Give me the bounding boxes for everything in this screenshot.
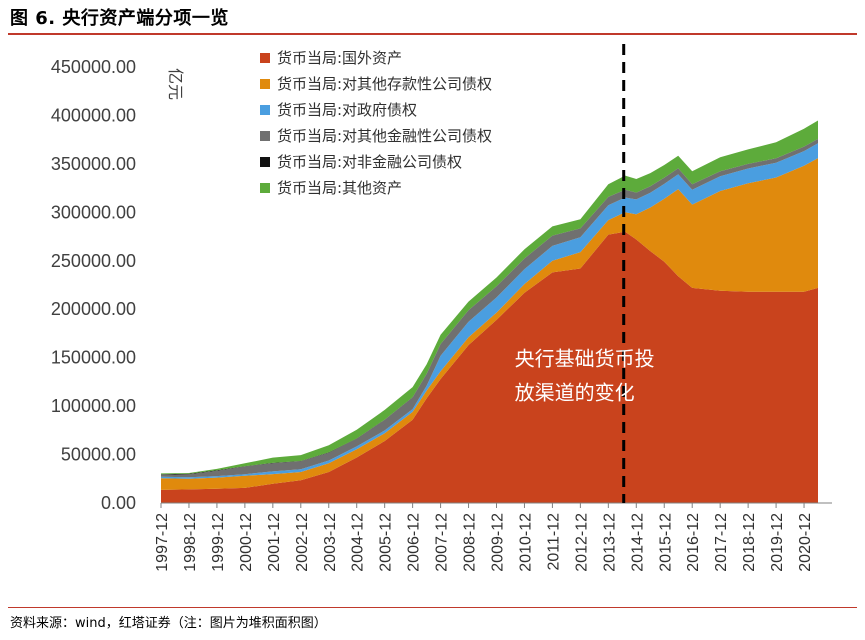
x-tick-label: 2001-12 [266, 513, 283, 572]
x-tick-label: 2017-12 [713, 513, 730, 572]
x-tick-label: 2012-12 [573, 513, 590, 572]
legend-entry: 货币当局:其他资产 [277, 179, 402, 197]
y-tick-label: 300000.00 [51, 202, 136, 222]
legend-entry: 货币当局:对其他存款性公司债权 [277, 75, 492, 93]
legend-entry: 货币当局:国外资产 [277, 49, 402, 67]
x-tick-label: 2014-12 [629, 513, 646, 572]
y-tick-label: 150000.00 [51, 348, 136, 368]
x-tick-label: 2007-12 [434, 513, 451, 572]
x-tick-label: 2011-12 [545, 513, 562, 571]
x-tick-label: 2016-12 [685, 513, 702, 572]
x-tick-label: 2006-12 [406, 513, 423, 572]
y-tick-label: 400000.00 [51, 105, 136, 125]
x-tick-label: 1998-12 [182, 513, 199, 572]
y-tick-label: 50000.00 [61, 445, 136, 465]
x-tick-label: 2008-12 [462, 513, 479, 572]
y-tick-label: 200000.00 [51, 299, 136, 319]
axes: 0.00 50000.00 100000.00 150000.00 200000.00 2… [51, 57, 832, 572]
figure-title: 图 6. 央行资产端分项一览 [10, 8, 229, 29]
y-tick-label: 250000.00 [51, 251, 136, 271]
x-tick-label: 1997-12 [154, 513, 171, 572]
legend-swatch [260, 157, 270, 167]
x-tick-label: 2018-12 [741, 513, 758, 572]
x-tick-label: 2005-12 [378, 513, 395, 572]
source-rule [8, 607, 857, 608]
x-tick-label: 1999-12 [210, 513, 227, 572]
annotation-line: 放渠道的变化 [515, 381, 635, 405]
y-tick-label: 450000.00 [51, 57, 136, 77]
y-tick-label: 350000.00 [51, 154, 136, 174]
title-rule [8, 33, 857, 35]
legend-swatch [260, 53, 270, 63]
x-tick-label: 2009-12 [490, 513, 507, 572]
area-series-5 [161, 120, 818, 475]
x-tick-label: 2019-12 [769, 513, 786, 572]
legend-entry: 货币当局:对政府债权 [277, 101, 417, 119]
legend-entry: 货币当局:对其他金融性公司债权 [277, 127, 492, 145]
legend-swatch [260, 105, 270, 115]
x-tick-label: 2003-12 [322, 513, 339, 572]
area-series-1 [161, 158, 818, 490]
legend-entry: 货币当局:对非金融公司债权 [277, 153, 462, 171]
legend-swatch [260, 183, 270, 193]
annotation-line: 央行基础货币投 [515, 347, 655, 371]
x-tick-label: 2015-12 [657, 513, 674, 572]
x-tick-label: 2010-12 [518, 513, 535, 572]
legend: 货币当局:国外资产货币当局:对其他存款性公司债权货币当局:对政府债权货币当局:对… [260, 49, 492, 197]
x-tick-label: 2000-12 [238, 513, 255, 572]
y-axis-label: 亿元 [166, 68, 185, 100]
area-series-2 [161, 143, 818, 479]
y-tick-label: 0.00 [101, 493, 136, 513]
x-tick-label: 2020-12 [797, 513, 814, 572]
legend-swatch [260, 79, 270, 89]
source-note: 资料来源：wind，红塔证券（注：图片为堆积面积图） [10, 616, 327, 631]
x-tick-label: 2004-12 [350, 513, 367, 572]
x-tick-label: 2013-12 [601, 513, 618, 572]
y-tick-label: 100000.00 [51, 396, 136, 416]
legend-swatch [260, 131, 270, 141]
area-series-0 [161, 231, 818, 503]
x-tick-label: 2002-12 [294, 513, 311, 572]
area-layers [161, 120, 818, 503]
